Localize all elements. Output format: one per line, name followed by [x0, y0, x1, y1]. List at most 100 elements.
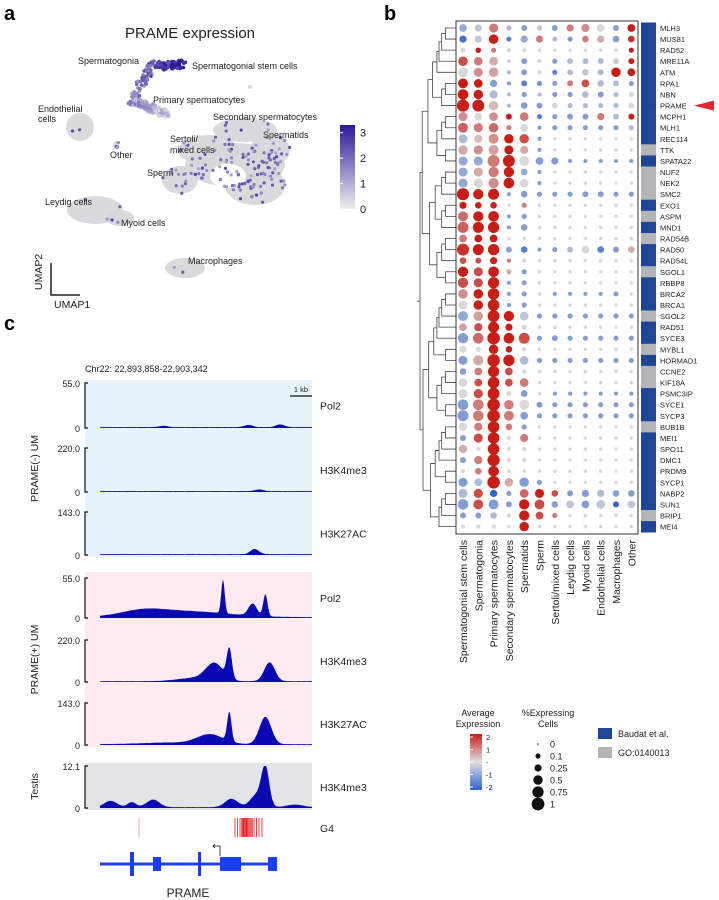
dot-rec114-0	[458, 134, 468, 144]
dot-brca2-9	[598, 291, 603, 296]
dot-psmc3ip-9	[598, 391, 603, 396]
umap-cell	[283, 183, 287, 187]
dot-ttk-4	[520, 145, 529, 155]
umap-cell	[179, 65, 184, 70]
dot-mre11a-0	[458, 56, 468, 66]
dot-spata22-9	[598, 158, 603, 164]
dot-sycp3-3	[503, 410, 514, 421]
dot-psmc3ip-8	[583, 391, 588, 396]
dot-bub1b-1	[474, 422, 483, 432]
umap-cell	[203, 163, 208, 167]
dot-mlh3-6	[551, 25, 558, 31]
dot-mnd1-6	[553, 225, 557, 230]
gene-source-cell	[641, 399, 656, 411]
dot-nabp2-6	[551, 490, 559, 497]
dot-sgol2-10	[613, 313, 619, 319]
umap-cell	[116, 141, 120, 145]
dot-brip1-10	[614, 513, 618, 518]
umap-cell	[132, 90, 136, 94]
dot-aspm-10	[614, 214, 618, 219]
dot-prame-10	[613, 103, 619, 109]
gene-source-cell	[641, 199, 656, 212]
dot-mnd1-5	[537, 225, 542, 230]
gene-label: EXO1	[660, 201, 680, 210]
dot-rad54b-1	[474, 234, 483, 243]
dot-kif18a-7	[568, 380, 572, 385]
dot-brca1-1	[473, 300, 484, 310]
dot-atm-3	[506, 70, 511, 75]
umap-cell	[131, 93, 136, 98]
umap-cell	[163, 115, 167, 120]
gene-source-cell	[641, 233, 656, 245]
dot-mybl1-7	[568, 347, 572, 352]
dot-rad52-11	[628, 47, 634, 53]
dot-mcph1-8	[582, 113, 589, 120]
track-axis	[84, 765, 88, 809]
umap-cell	[115, 145, 119, 149]
dot-sgol2-11	[628, 313, 634, 319]
umap-cell	[246, 162, 250, 166]
umap-cell	[128, 99, 133, 104]
dot-sycp1-5	[536, 479, 543, 485]
gene-source-cell	[641, 188, 656, 201]
pct-legend-dot	[537, 743, 539, 745]
dot-rec114-7	[568, 137, 572, 141]
dot-spo11-4	[522, 446, 527, 452]
dot-bub1b-10	[614, 425, 618, 429]
dot-rec114-5	[537, 136, 542, 141]
dot-nabp2-8	[581, 489, 590, 497]
umap-cell	[231, 143, 235, 147]
gene-source-cell	[641, 332, 656, 345]
dot-sycp3-6	[552, 413, 558, 419]
dot-exo1-5	[537, 203, 542, 208]
dendrogram-branch	[445, 293, 456, 306]
dot-ccne2-9	[598, 369, 603, 374]
gene-source-cell	[641, 465, 656, 478]
dot-prdm9-3	[507, 469, 511, 473]
gene-label: MEI4	[660, 523, 678, 532]
dot-exo1-3	[507, 203, 511, 208]
dot-atm-5	[537, 70, 542, 75]
gene-source-cell	[641, 354, 656, 367]
umap-cell	[139, 83, 144, 87]
umap-cluster-label: Secondary spermatocytes	[213, 112, 318, 122]
dot-sycp1-1	[474, 478, 483, 487]
track-max-label: 220.0	[57, 444, 80, 454]
dot-rbbp8-10	[614, 281, 618, 285]
dot-prdm9-6	[553, 469, 557, 473]
dot-spo11-3	[506, 446, 511, 452]
dot-plot-frame	[455, 20, 639, 535]
umap-cell	[70, 129, 75, 133]
dot-rad50-9	[597, 246, 604, 253]
dot-hormad1-3	[503, 354, 515, 367]
dot-nbn-2	[489, 90, 498, 99]
dot-mlh1-2	[488, 122, 499, 133]
umap-colorbar-ticks: 3 2 1 0	[340, 128, 366, 216]
dot-rad50-2	[487, 243, 500, 256]
dot-dmc1-7	[568, 458, 572, 462]
gene-label: ATM	[660, 68, 675, 77]
dot-nek2-0	[458, 178, 468, 188]
dendrogram-branch	[445, 149, 456, 162]
dot-mei4-8	[583, 524, 588, 529]
dot-brca2-1	[473, 289, 484, 299]
gene-source-cell	[641, 210, 656, 223]
dot-mnd1-10	[614, 225, 618, 230]
dot-rpa1-7	[567, 80, 574, 87]
dot-syce1-0	[457, 399, 469, 411]
umap-title: PRAME expression	[125, 25, 255, 42]
prame-highlight-arrow-icon	[694, 100, 714, 111]
dot-spata22-8	[583, 158, 588, 164]
dot-brca1-6	[553, 303, 557, 307]
dot-rec114-2	[488, 133, 499, 144]
umap-cell	[174, 184, 178, 188]
umap-cell	[211, 168, 215, 172]
dot-mei1-0	[460, 435, 466, 441]
umap-cluster	[250, 134, 290, 166]
dot-ttk-10	[614, 148, 618, 152]
umap-cell	[229, 173, 233, 177]
dot-bub1b-3	[505, 423, 513, 431]
dot-ttk-2	[488, 144, 499, 155]
umap-cell	[137, 94, 142, 98]
dendrogram-branch	[429, 202, 437, 266]
